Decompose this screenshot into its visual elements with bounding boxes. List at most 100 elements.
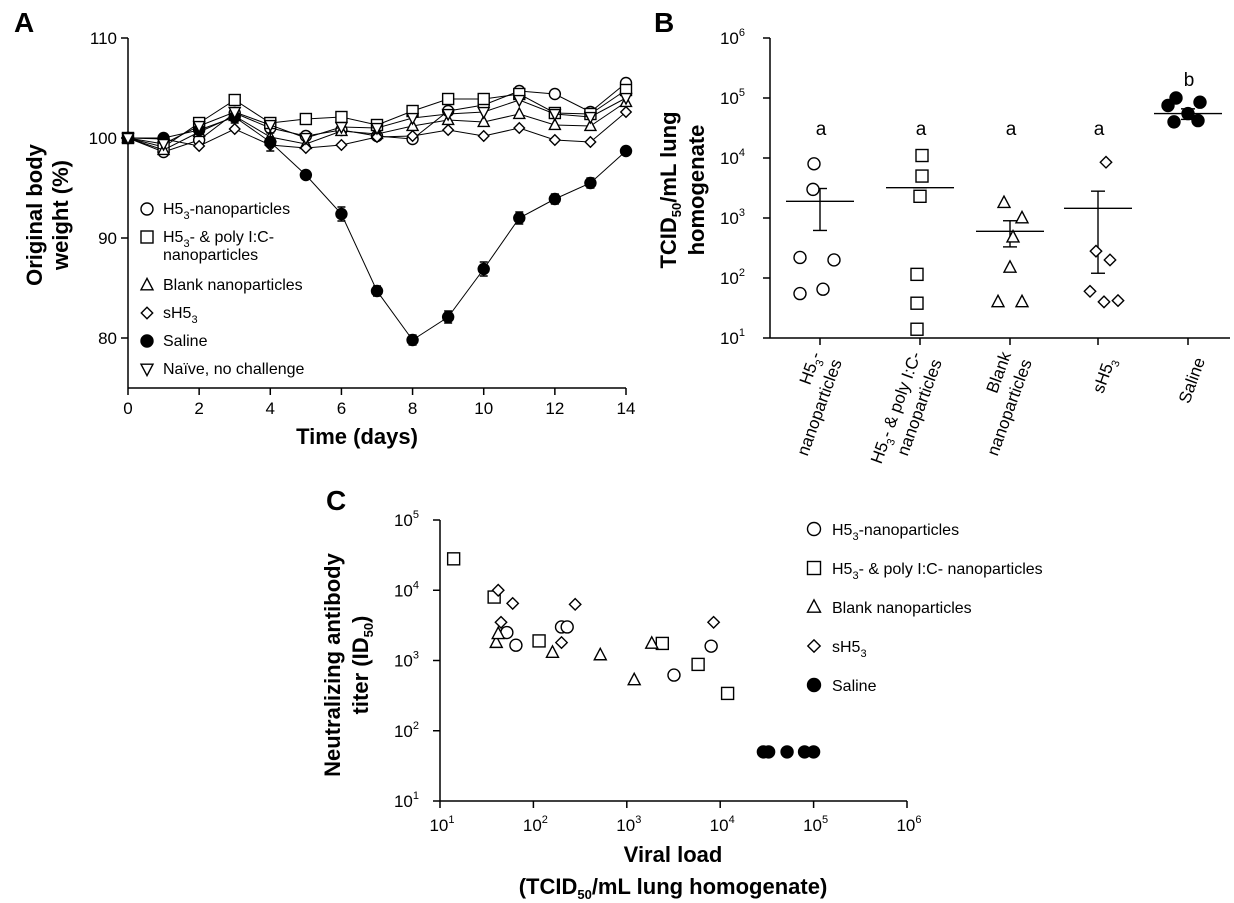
x-category-label: H53-nanoparticles (793, 349, 845, 458)
data-point (491, 625, 506, 640)
x-tick-label: 105 (803, 814, 828, 835)
x-tick-label: 2 (194, 399, 203, 418)
data-point (554, 635, 569, 650)
data-point (494, 615, 508, 629)
data-point (513, 211, 526, 225)
data-point (299, 112, 313, 126)
legend-label: H53- & poly I:C- (163, 229, 274, 250)
x-tick-label: 103 (616, 814, 641, 835)
legend-label: H53- & poly I:C- nanoparticles (832, 561, 1043, 582)
data-point (619, 92, 633, 106)
legend-label: Blank nanoparticles (832, 600, 972, 617)
data-point (335, 110, 348, 124)
data-point (477, 262, 490, 276)
x-axis-title-line2: (TCID50/mL lung homogenate) (519, 874, 828, 902)
legend-marker (140, 230, 154, 244)
data-point (545, 644, 560, 658)
data-point (548, 117, 562, 131)
data-point (446, 552, 461, 566)
data-point (560, 620, 574, 634)
data-point (477, 129, 490, 143)
data-point (706, 615, 721, 629)
data-point (532, 634, 546, 648)
series-1 (446, 552, 735, 701)
panel-a-weight-chart: 80 90 100 110 0 2 4 6 8 10 12 14 Time (days) Original… (22, 29, 635, 449)
data-point (655, 636, 670, 651)
significance-letter: a (816, 119, 827, 140)
y-tick-label: 103 (720, 207, 745, 228)
x-category-label: sH53 (1089, 359, 1123, 396)
legend-label: H53-nanoparticles (163, 201, 290, 222)
y-tick-label: 106 (720, 27, 745, 48)
data-point (806, 745, 821, 759)
data-point (477, 106, 491, 120)
y-axis-title-line2: titer (ID50) (348, 616, 376, 715)
data-point (644, 635, 659, 649)
data-point (489, 634, 504, 649)
data-point (1167, 115, 1181, 129)
data-point (1083, 284, 1097, 299)
y-tick-label: 105 (720, 87, 745, 108)
data-point (441, 92, 455, 106)
data-point (370, 122, 384, 136)
panel-label-a: A (14, 7, 34, 38)
data-point (512, 94, 526, 108)
data-point (1014, 209, 1030, 224)
x-tick-label: 6 (337, 399, 346, 418)
data-point (584, 176, 597, 190)
data-point (335, 207, 348, 221)
legend-marker (139, 276, 155, 291)
data-point (1169, 91, 1183, 105)
y-axis-title: Neutralizing antibody titer (ID50) (320, 552, 376, 776)
data-point (1181, 106, 1195, 121)
x-tick-label: 12 (545, 399, 564, 418)
data-point (334, 121, 349, 135)
legend-label: Saline (832, 678, 877, 695)
data-point (263, 119, 277, 133)
legend-marker (806, 521, 822, 537)
y-tick-label: 104 (720, 147, 745, 168)
data-point (627, 671, 642, 686)
data-point (548, 108, 562, 122)
data-point (568, 597, 582, 612)
data-point (548, 87, 562, 101)
data-point (299, 168, 313, 182)
x-tick-label: 8 (408, 399, 417, 418)
y-tick-label: 104 (394, 579, 419, 600)
data-point (548, 192, 562, 206)
data-point (793, 250, 807, 265)
data-point (1191, 113, 1205, 128)
data-point (441, 123, 455, 137)
data-point (583, 111, 598, 125)
data-point (704, 639, 718, 653)
group-3: a (1064, 119, 1132, 345)
y-tick-label: 102 (720, 267, 745, 288)
y-axis-title-line2: homogenate (684, 125, 709, 256)
data-point (299, 132, 313, 146)
data-point (405, 112, 420, 126)
data-point (441, 108, 455, 122)
legend-marker (806, 560, 822, 576)
data-point (121, 132, 135, 146)
data-point (593, 646, 608, 661)
group-4: b (1154, 70, 1222, 345)
series-5 (121, 92, 633, 152)
data-point (299, 141, 313, 155)
legend-marker (806, 677, 822, 693)
data-point (584, 135, 597, 149)
x-tick-label: 106 (896, 814, 921, 835)
legend-a: H53-nanoparticles H53- & poly I:C-nanopar… (139, 201, 305, 378)
data-point (910, 322, 924, 336)
data-point (491, 583, 505, 597)
legend-marker (140, 202, 154, 216)
legend-marker (806, 598, 822, 613)
data-point (1014, 293, 1030, 308)
x-tick-label: 104 (710, 814, 735, 835)
x-axis-title-line1: Viral load (624, 842, 723, 867)
y-tick-label: 105 (394, 509, 419, 530)
data-point (548, 133, 562, 147)
data-point (619, 105, 633, 119)
legend-c: H53-nanoparticles H53- & poly I:C- nanopa… (806, 521, 1043, 695)
data-point (1099, 155, 1113, 169)
y-axis-title-line2: weight (%) (48, 160, 73, 271)
